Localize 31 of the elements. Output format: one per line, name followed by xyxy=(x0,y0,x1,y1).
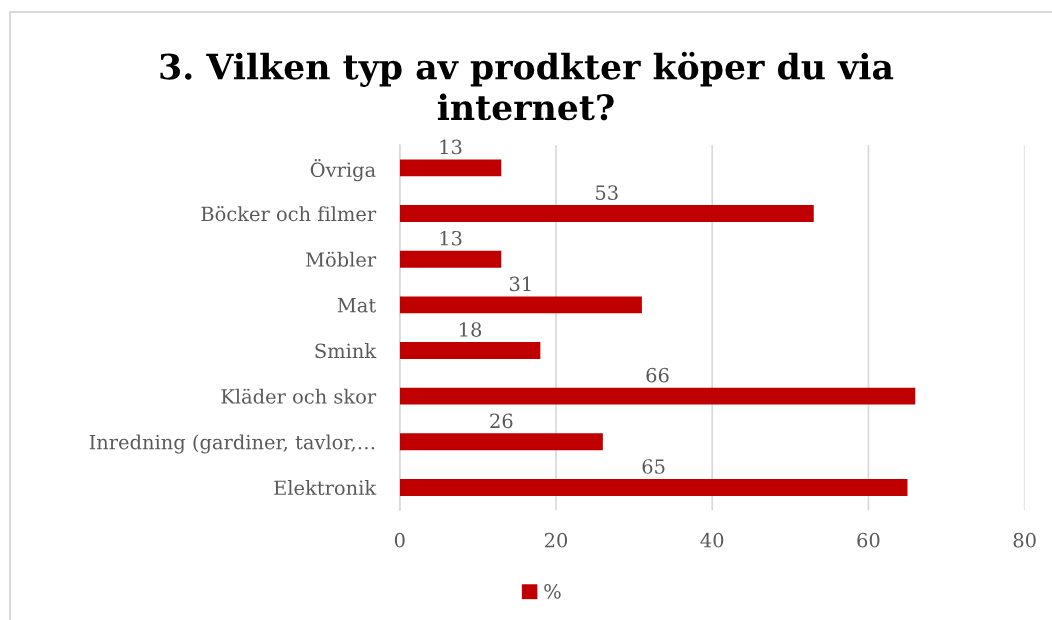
bar xyxy=(399,433,603,451)
bar xyxy=(399,387,916,405)
data-label: 31 xyxy=(509,276,531,292)
x-tick-label: 60 xyxy=(857,532,880,548)
y-tick-label: Möbler xyxy=(306,251,377,267)
data-label: 53 xyxy=(596,185,618,200)
y-tick-label: Böcker och filmer xyxy=(201,206,377,222)
data-label: 26 xyxy=(490,413,513,429)
y-tick-label: Kläder och skor xyxy=(221,388,377,404)
y-tick-label: Elektronik xyxy=(274,480,377,496)
data-label: 65 xyxy=(642,459,665,474)
legend-label: % xyxy=(544,584,561,599)
x-tick-label: 40 xyxy=(700,532,724,548)
bar xyxy=(399,342,541,359)
y-tick-label: Övriga xyxy=(310,158,376,182)
y-tick-label: Smink xyxy=(315,343,377,359)
data-label: 13 xyxy=(440,139,462,155)
bar xyxy=(399,478,908,496)
data-label: 18 xyxy=(460,322,482,337)
bar xyxy=(399,296,642,314)
chart-title: 3. Vilken typ av prodkter köper du via internet? xyxy=(160,51,894,121)
bar xyxy=(399,159,502,177)
x-tick-label: 0 xyxy=(394,532,405,548)
bar xyxy=(399,205,814,222)
y-tick-label: Mat xyxy=(337,298,376,313)
x-tick-label: 20 xyxy=(544,532,568,548)
data-label: 66 xyxy=(646,367,669,383)
x-tick-label: 80 xyxy=(1013,532,1036,548)
y-tick-label: Inredning (gardiner, tavlor,… xyxy=(89,434,375,454)
bar xyxy=(399,250,502,268)
data-label: 13 xyxy=(440,230,462,246)
